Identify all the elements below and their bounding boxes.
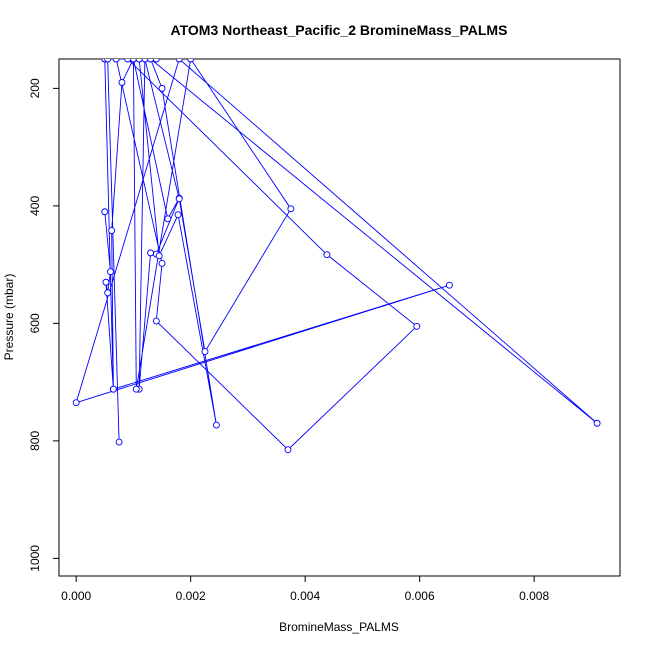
data-point xyxy=(147,249,155,257)
x-axis-label: BromineMass_PALMS xyxy=(279,620,399,634)
data-point xyxy=(445,281,453,289)
data-point xyxy=(413,322,421,330)
x-tick-label: 0.006 xyxy=(405,589,435,603)
y-tick-label: 800 xyxy=(28,431,42,451)
data-point xyxy=(593,419,601,427)
x-tick-label: 0.000 xyxy=(61,589,91,603)
x-tick-label: 0.004 xyxy=(290,589,320,603)
data-point xyxy=(284,446,292,454)
data-point xyxy=(104,289,112,297)
data-point xyxy=(212,421,220,429)
data-point xyxy=(147,59,155,63)
data-point xyxy=(187,59,195,63)
data-point xyxy=(132,385,140,393)
y-tick-label: 400 xyxy=(28,196,42,216)
data-point xyxy=(175,59,183,63)
series-layer xyxy=(72,59,601,454)
y-tick-label: 200 xyxy=(28,78,42,98)
y-tick-label: 600 xyxy=(28,313,42,333)
data-point xyxy=(152,317,160,325)
data-point xyxy=(118,79,126,86)
data-point xyxy=(201,348,209,356)
data-point xyxy=(158,260,166,267)
data-point xyxy=(141,59,149,63)
data-point xyxy=(109,385,117,393)
x-tick-label: 0.002 xyxy=(176,589,206,603)
data-point xyxy=(129,59,137,63)
data-point xyxy=(124,59,132,63)
data-point xyxy=(152,59,160,63)
data-point xyxy=(107,268,114,276)
data-point xyxy=(104,59,112,63)
data-point xyxy=(155,252,163,260)
x-tick-label: 0.008 xyxy=(519,589,549,603)
data-point xyxy=(102,278,110,286)
data-point xyxy=(323,251,331,259)
data-point xyxy=(112,59,120,63)
data-point xyxy=(115,438,123,446)
y-tick-label: 1000 xyxy=(28,545,42,572)
data-point xyxy=(101,208,109,216)
plot-frame xyxy=(58,58,621,577)
data-point xyxy=(174,211,182,219)
data-point xyxy=(72,399,80,407)
data-point xyxy=(175,195,183,203)
data-point xyxy=(108,227,116,235)
y-axis-label: Pressure (mbar) xyxy=(2,274,16,361)
x-axis: 0.000 0.002 0.004 0.006 0.008 xyxy=(61,576,549,603)
data-point xyxy=(158,84,166,92)
data-point xyxy=(164,215,172,223)
y-axis: 200 400 600 800 1000 xyxy=(28,78,59,572)
data-point xyxy=(135,59,143,63)
data-point xyxy=(287,205,295,213)
chart-title: ATOM3 Northeast_Pacific_2 BromineMass_PA… xyxy=(171,22,508,38)
